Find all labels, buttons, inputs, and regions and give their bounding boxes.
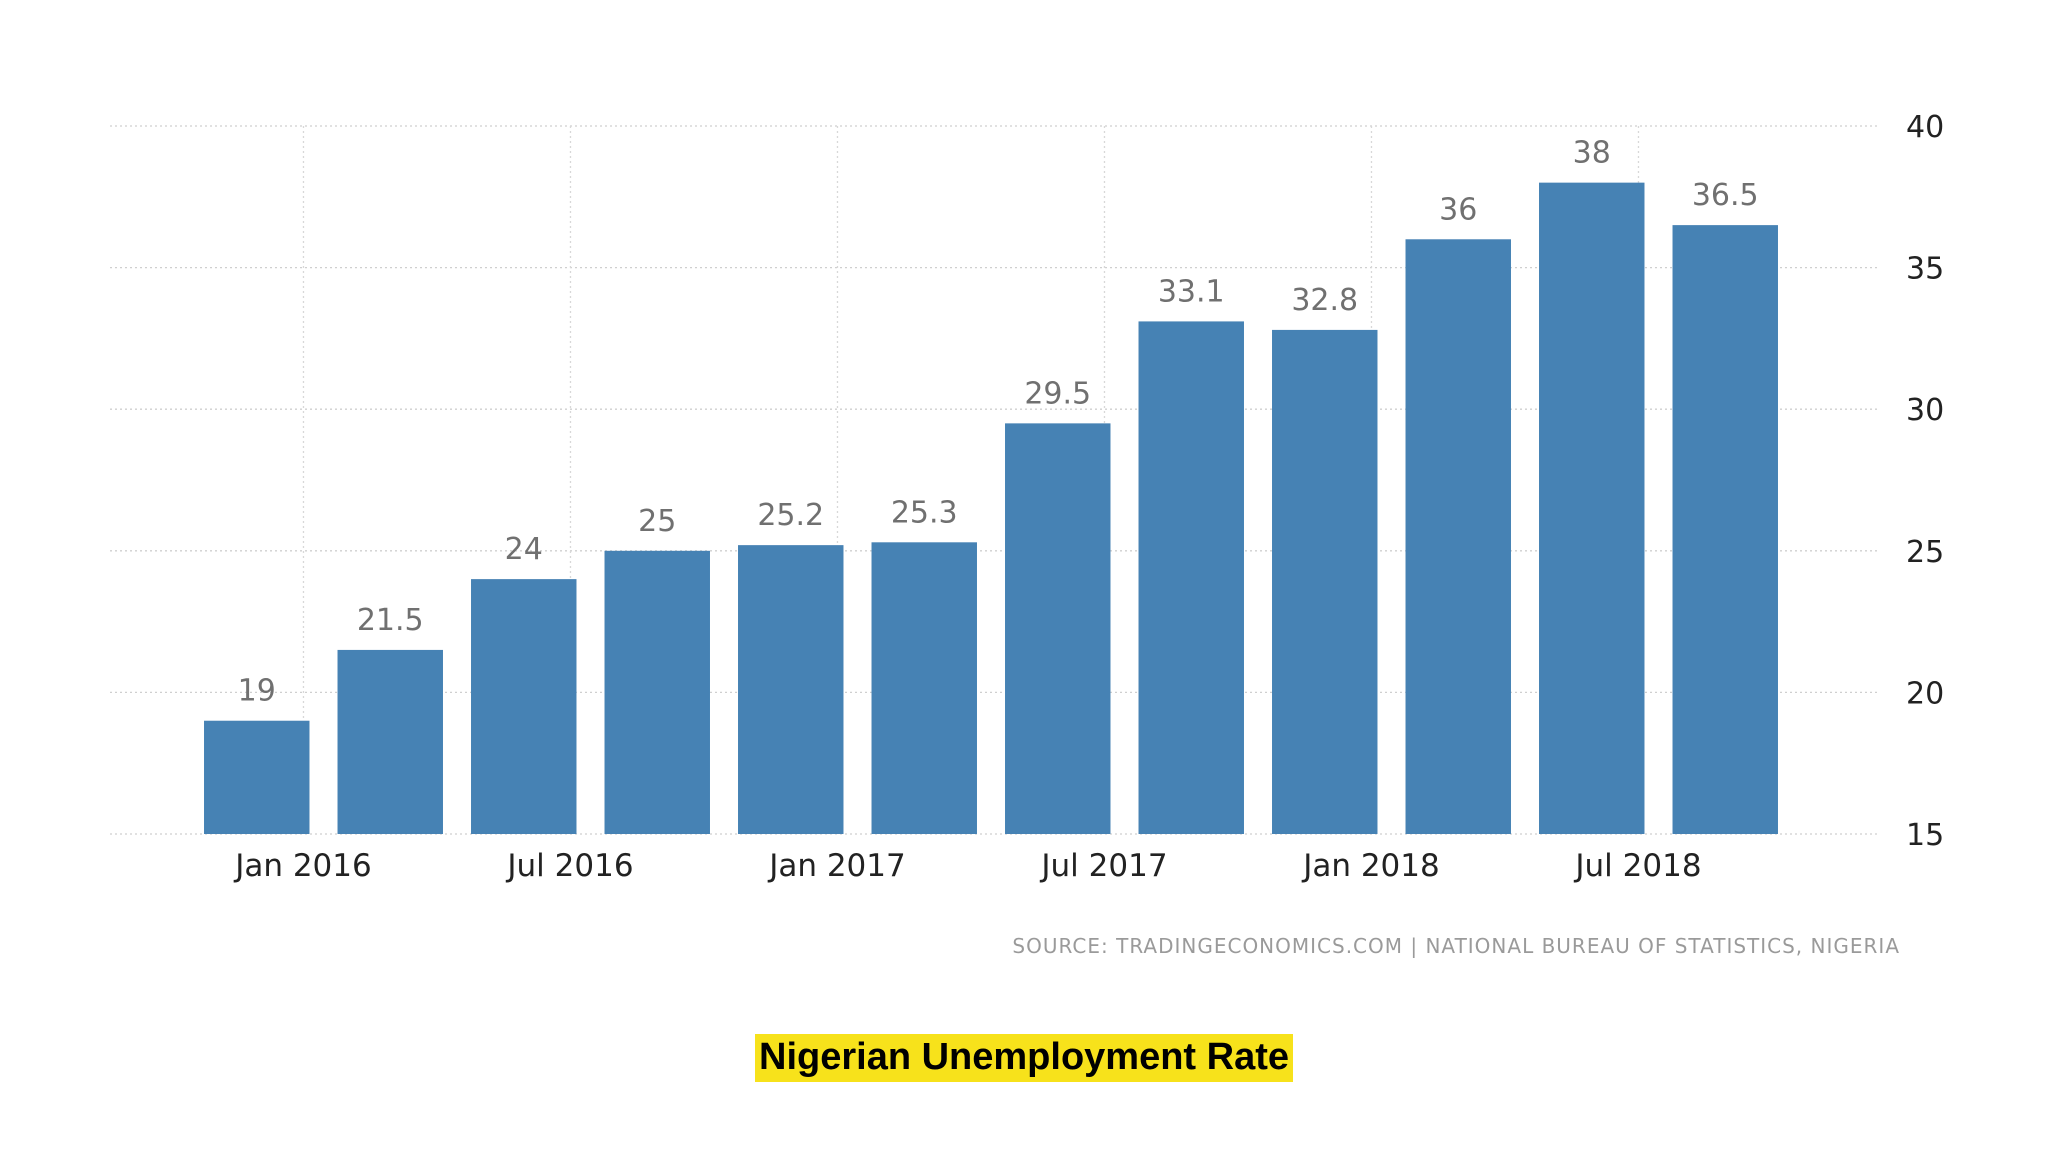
data-label: 24 xyxy=(505,532,543,567)
x-tick-label: Jan 2018 xyxy=(1301,848,1440,884)
x-tick-label: Jul 2016 xyxy=(505,848,633,884)
bars xyxy=(204,182,1778,835)
bar xyxy=(604,550,710,834)
data-label: 36.5 xyxy=(1692,178,1759,213)
data-label: 32.8 xyxy=(1291,283,1358,318)
y-tick-label: 35 xyxy=(1906,252,1944,287)
y-tick-label: 40 xyxy=(1906,110,1944,145)
bar xyxy=(204,720,310,834)
bar xyxy=(1672,225,1778,834)
bar xyxy=(1539,182,1645,834)
bar xyxy=(1272,329,1378,834)
bar xyxy=(1138,321,1244,835)
data-label: 21.5 xyxy=(357,603,424,638)
data-label: 38 xyxy=(1573,136,1611,171)
caption-container: Nigerian Unemployment Rate xyxy=(0,1034,2048,1082)
bar xyxy=(471,579,577,834)
bar xyxy=(738,545,844,834)
data-labels: 19 21.5 24 25 25.2 25.3 29.5 33.1 32.8 36 38 36.5 xyxy=(238,136,1759,709)
bar xyxy=(871,542,977,834)
data-label: 33.1 xyxy=(1158,274,1225,309)
data-label: 36 xyxy=(1439,192,1477,227)
x-tick-label: Jan 2017 xyxy=(767,848,906,884)
y-tick-label: 25 xyxy=(1906,535,1944,570)
x-axis: Jan 2016 Jul 2016 Jan 2017 Jul 2017 Jan 2018… xyxy=(233,848,1701,884)
data-label: 25 xyxy=(638,504,676,539)
x-tick-label: Jul 2018 xyxy=(1573,848,1701,884)
data-label: 25.2 xyxy=(757,498,824,533)
data-label: 29.5 xyxy=(1024,376,1091,411)
data-label: 25.3 xyxy=(891,495,958,530)
data-label: 19 xyxy=(238,674,276,709)
x-tick-label: Jan 2016 xyxy=(233,848,372,884)
bar xyxy=(1005,423,1111,834)
y-tick-label: 15 xyxy=(1906,818,1944,853)
x-tick-label: Jul 2017 xyxy=(1039,848,1167,884)
bar xyxy=(1405,239,1511,834)
source-note: SOURCE: TRADINGECONOMICS.COM | NATIONAL … xyxy=(1012,934,1900,958)
chart-caption: Nigerian Unemployment Rate xyxy=(755,1034,1293,1082)
y-tick-label: 30 xyxy=(1906,393,1944,428)
y-axis: 15 20 25 30 35 40 xyxy=(1906,110,1944,853)
y-tick-label: 20 xyxy=(1906,676,1944,711)
bar xyxy=(337,649,443,834)
